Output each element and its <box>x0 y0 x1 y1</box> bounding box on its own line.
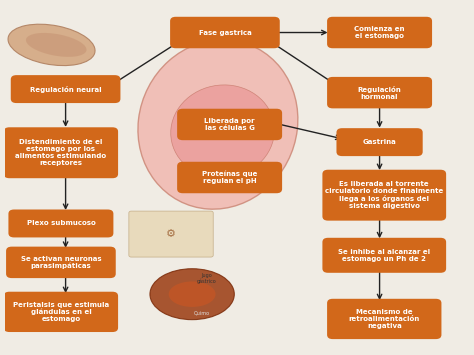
Text: Se activan neuronas
parasimpáticas: Se activan neuronas parasimpáticas <box>20 256 101 269</box>
Text: Se inhibe al alcanzar el
estomago un Ph de 2: Se inhibe al alcanzar el estomago un Ph … <box>338 249 430 262</box>
Text: Comienza en
el estomago: Comienza en el estomago <box>355 26 405 39</box>
FancyBboxPatch shape <box>337 128 423 156</box>
Ellipse shape <box>169 282 216 307</box>
Text: Plexo submucoso: Plexo submucoso <box>27 220 95 226</box>
Text: Gastrina: Gastrina <box>363 139 396 145</box>
Ellipse shape <box>8 24 95 66</box>
Text: Quimo: Quimo <box>193 311 210 316</box>
FancyBboxPatch shape <box>4 127 118 178</box>
Text: Jugo
gástrico: Jugo gástrico <box>196 273 216 284</box>
FancyBboxPatch shape <box>4 292 118 332</box>
Text: Liberada por
las células G: Liberada por las células G <box>204 118 255 131</box>
FancyBboxPatch shape <box>327 17 432 48</box>
FancyBboxPatch shape <box>322 170 446 221</box>
Text: Regulación
hormonal: Regulación hormonal <box>358 86 401 100</box>
Text: Peristalsis que estimula
glándulas en el
estomago: Peristalsis que estimula glándulas en el… <box>13 301 109 322</box>
Text: ⚙: ⚙ <box>166 229 176 239</box>
FancyBboxPatch shape <box>177 162 282 193</box>
FancyBboxPatch shape <box>11 75 120 103</box>
FancyBboxPatch shape <box>322 238 446 273</box>
Ellipse shape <box>171 85 274 178</box>
FancyBboxPatch shape <box>6 247 116 278</box>
Ellipse shape <box>26 33 87 57</box>
Text: Mecanismo de
retroalimentación
negativa: Mecanismo de retroalimentación negativa <box>349 309 420 329</box>
Text: Fase gastrica: Fase gastrica <box>199 29 251 36</box>
FancyBboxPatch shape <box>170 17 280 48</box>
FancyBboxPatch shape <box>9 209 113 237</box>
Text: Regulación neural: Regulación neural <box>30 86 101 93</box>
Text: Proteínas que
regulan el pH: Proteínas que regulan el pH <box>202 171 257 184</box>
Text: Distendimiento de el
estomago por los
alimentos estimulando
receptores: Distendimiento de el estomago por los al… <box>15 139 107 166</box>
FancyBboxPatch shape <box>327 299 441 339</box>
FancyBboxPatch shape <box>129 211 213 257</box>
FancyBboxPatch shape <box>177 109 282 140</box>
Text: Es liberada al torrente
circulatorio donde finalmente
llega a los órganos del
si: Es liberada al torrente circulatorio don… <box>325 181 443 209</box>
Ellipse shape <box>150 269 234 320</box>
Ellipse shape <box>138 40 298 209</box>
FancyBboxPatch shape <box>327 77 432 108</box>
